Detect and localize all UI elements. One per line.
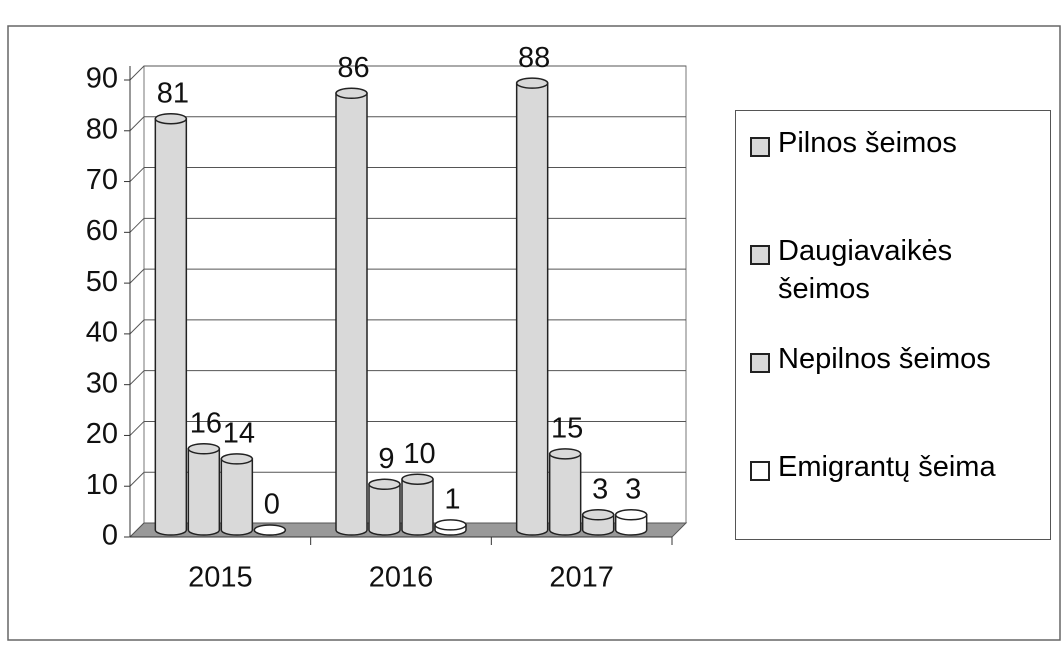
data-label: 86 xyxy=(337,52,369,84)
bar-top xyxy=(581,509,615,521)
y-tick-label: 60 xyxy=(86,215,118,247)
bar xyxy=(335,92,368,536)
data-label: 15 xyxy=(551,412,583,444)
grid-diag xyxy=(129,319,145,335)
grid-diag xyxy=(129,116,145,132)
legend-label: Daugiavaikės šeimos xyxy=(778,235,953,305)
x-tick-label: 2015 xyxy=(188,562,253,594)
bar-top xyxy=(154,112,188,125)
legend-item: Daugiavaikės šeimos xyxy=(750,233,1050,341)
bar-top xyxy=(335,87,368,100)
x-tick-label: 2016 xyxy=(369,562,434,594)
data-label: 14 xyxy=(223,418,255,450)
grid-diag xyxy=(129,167,145,182)
legend-swatch xyxy=(750,245,770,265)
legend-label: Pilnos šeimos xyxy=(778,127,957,159)
y-tick-label: 40 xyxy=(86,317,118,349)
bar xyxy=(220,458,254,536)
bar xyxy=(548,453,582,536)
bar-top xyxy=(548,448,582,460)
data-label: 88 xyxy=(518,42,550,74)
legend-swatch xyxy=(750,137,770,157)
grid-diag xyxy=(129,421,145,436)
bar-top xyxy=(401,473,434,485)
data-label: 3 xyxy=(592,473,608,505)
data-label: 81 xyxy=(157,77,189,109)
grid-diag xyxy=(129,217,145,233)
frame xyxy=(7,25,1061,641)
y-tick-label: 80 xyxy=(86,113,118,145)
y-tick-label: 50 xyxy=(86,266,118,298)
data-label: 1 xyxy=(444,484,460,516)
bar-top xyxy=(187,443,221,455)
y-tick-label: 0 xyxy=(102,520,118,552)
legend-label: Emigrantų šeima xyxy=(778,451,996,483)
legend-swatch xyxy=(750,461,770,481)
legend-item: Emigrantų šeima xyxy=(750,449,1050,557)
y-tick-label: 20 xyxy=(86,418,118,450)
y-tick-label: 30 xyxy=(86,367,118,399)
bar-top xyxy=(614,509,648,521)
bar-top xyxy=(253,524,287,536)
legend-item: Nepilnos šeimos xyxy=(750,341,1050,449)
bar xyxy=(401,478,434,536)
legend: Pilnos šeimos Daugiavaikės šeimos Nepilnos… xyxy=(735,110,1051,540)
bar-top xyxy=(368,478,401,491)
bar-top xyxy=(434,519,467,531)
grid-diag xyxy=(129,65,145,81)
x-tick-label: 2017 xyxy=(549,562,614,594)
bar-top xyxy=(220,453,254,465)
bar-top xyxy=(515,77,549,89)
y-tick-label: 70 xyxy=(86,164,118,196)
data-label: 16 xyxy=(190,407,222,439)
bar xyxy=(515,82,549,536)
bar xyxy=(187,448,221,536)
data-label: 0 xyxy=(264,489,280,521)
data-label: 3 xyxy=(625,473,641,505)
bar xyxy=(368,483,401,536)
grid-diag xyxy=(129,268,145,284)
bar xyxy=(154,117,188,536)
legend-swatch xyxy=(750,353,770,373)
y-tick-label: 90 xyxy=(86,63,118,95)
grid-diag xyxy=(129,471,145,487)
y-tick-label: 10 xyxy=(86,469,118,501)
grid-diag xyxy=(129,370,145,386)
legend-label: Nepilnos šeimos xyxy=(778,343,991,375)
legend-item: Pilnos šeimos xyxy=(750,125,1050,233)
data-label: 10 xyxy=(403,438,435,470)
data-label: 9 xyxy=(378,443,394,475)
